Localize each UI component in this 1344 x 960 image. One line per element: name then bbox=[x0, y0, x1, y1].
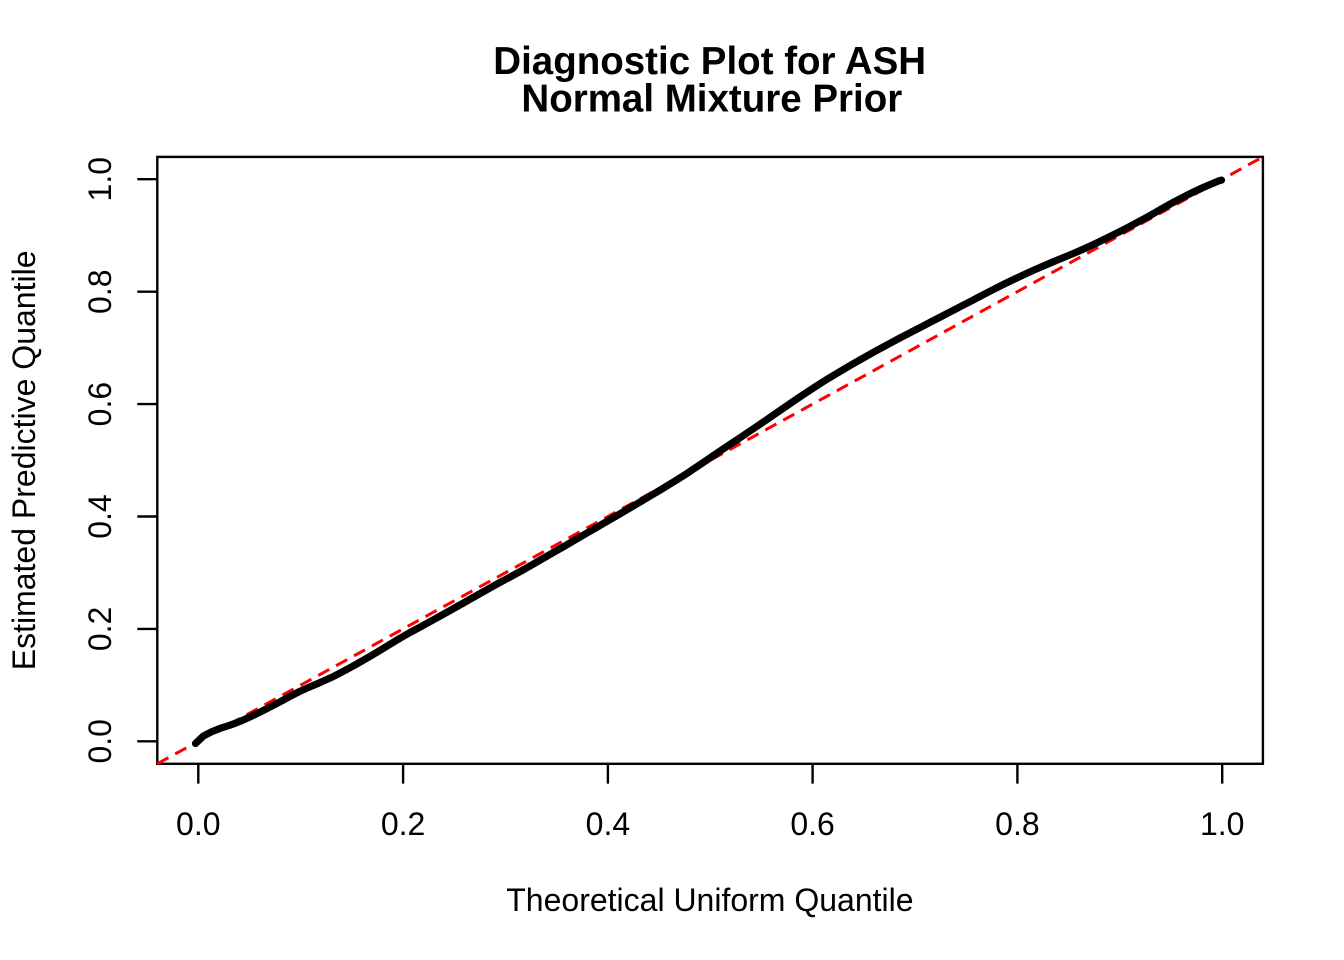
svg-text:1.0: 1.0 bbox=[82, 157, 118, 201]
svg-text:0.2: 0.2 bbox=[82, 607, 118, 651]
svg-text:0.4: 0.4 bbox=[82, 494, 118, 538]
svg-text:0.0: 0.0 bbox=[176, 806, 220, 842]
svg-text:Diagnostic Plot for ASH: Diagnostic Plot for ASH bbox=[493, 40, 926, 83]
svg-text:0.6: 0.6 bbox=[790, 806, 834, 842]
svg-text:Estimated Predictive Quantile: Estimated Predictive Quantile bbox=[6, 251, 42, 671]
svg-text:0.8: 0.8 bbox=[995, 806, 1039, 842]
svg-text:1.0: 1.0 bbox=[1200, 806, 1244, 842]
svg-text:0.6: 0.6 bbox=[82, 382, 118, 426]
svg-text:0.4: 0.4 bbox=[586, 806, 630, 842]
svg-text:0.2: 0.2 bbox=[381, 806, 425, 842]
svg-text:0.0: 0.0 bbox=[82, 719, 118, 763]
svg-text:0.8: 0.8 bbox=[82, 269, 118, 313]
svg-text:Normal Mixture Prior: Normal Mixture Prior bbox=[521, 77, 902, 120]
svg-text:Theoretical Uniform Quantile: Theoretical Uniform Quantile bbox=[506, 882, 913, 918]
